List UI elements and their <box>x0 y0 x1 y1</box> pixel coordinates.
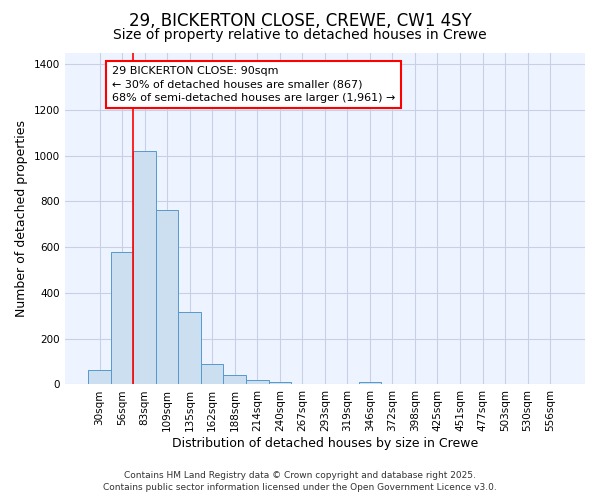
Bar <box>178 312 201 384</box>
Bar <box>246 380 269 384</box>
Bar <box>269 382 291 384</box>
Text: 29, BICKERTON CLOSE, CREWE, CW1 4SY: 29, BICKERTON CLOSE, CREWE, CW1 4SY <box>128 12 472 30</box>
Text: 29 BICKERTON CLOSE: 90sqm
← 30% of detached houses are smaller (867)
68% of semi: 29 BICKERTON CLOSE: 90sqm ← 30% of detac… <box>112 66 395 103</box>
Text: Size of property relative to detached houses in Crewe: Size of property relative to detached ho… <box>113 28 487 42</box>
Bar <box>88 370 111 384</box>
Bar <box>223 376 246 384</box>
Text: Contains HM Land Registry data © Crown copyright and database right 2025.
Contai: Contains HM Land Registry data © Crown c… <box>103 471 497 492</box>
Y-axis label: Number of detached properties: Number of detached properties <box>15 120 28 317</box>
Bar <box>111 252 133 384</box>
Bar <box>156 210 178 384</box>
Bar <box>359 382 381 384</box>
X-axis label: Distribution of detached houses by size in Crewe: Distribution of detached houses by size … <box>172 437 478 450</box>
Bar <box>133 151 156 384</box>
Bar <box>201 364 223 384</box>
